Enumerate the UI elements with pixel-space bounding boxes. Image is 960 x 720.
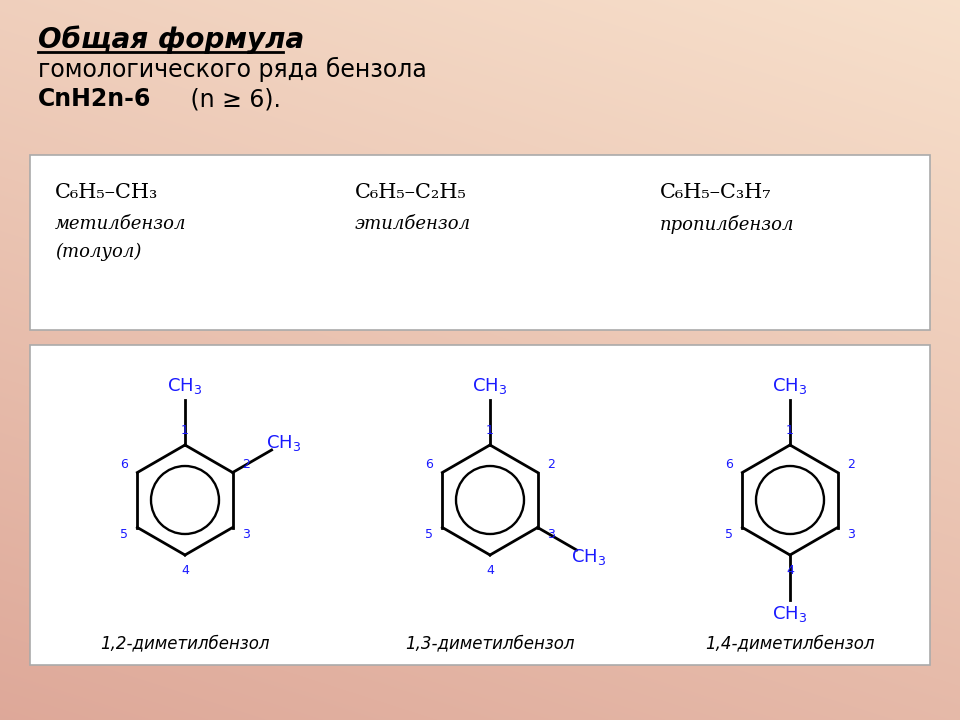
Text: 1: 1 (786, 423, 794, 436)
Text: CH$_3$: CH$_3$ (773, 376, 807, 396)
Text: CH$_3$: CH$_3$ (571, 547, 607, 567)
Text: 2: 2 (546, 459, 555, 472)
Text: этилбензол: этилбензол (355, 215, 471, 233)
Text: 4: 4 (486, 564, 494, 577)
Text: 3: 3 (242, 528, 250, 541)
Text: 2: 2 (847, 459, 854, 472)
Text: (толуол): (толуол) (55, 243, 141, 261)
Text: 5: 5 (726, 528, 733, 541)
Text: 2: 2 (242, 459, 250, 472)
Bar (30, 345, 930, 665)
Text: 4: 4 (181, 564, 189, 577)
Text: 1,2-диметилбензол: 1,2-диметилбензол (100, 634, 270, 652)
Text: 3: 3 (546, 528, 555, 541)
Text: 4: 4 (786, 564, 794, 577)
Text: Общая формула: Общая формула (38, 25, 304, 53)
Text: CH$_3$: CH$_3$ (266, 433, 301, 453)
Text: гомологического ряда бензола: гомологического ряда бензола (38, 57, 427, 82)
Text: C₆H₅–CH₃: C₆H₅–CH₃ (55, 183, 158, 202)
Text: 1,4-диметилбензол: 1,4-диметилбензол (706, 634, 875, 652)
Text: метилбензол: метилбензол (55, 215, 186, 233)
Text: CH$_3$: CH$_3$ (472, 376, 508, 396)
Text: 6: 6 (120, 459, 129, 472)
Bar (30, 155, 930, 330)
Text: CH$_3$: CH$_3$ (167, 376, 203, 396)
Text: 6: 6 (726, 459, 733, 472)
Text: 1,3-диметилбензол: 1,3-диметилбензол (405, 634, 575, 652)
Text: пропилбензол: пропилбензол (660, 215, 795, 234)
Text: 6: 6 (425, 459, 433, 472)
Text: CH$_3$: CH$_3$ (773, 604, 807, 624)
Text: 1: 1 (486, 423, 494, 436)
Text: C₆H₅–C₃H₇: C₆H₅–C₃H₇ (660, 183, 772, 202)
Text: 5: 5 (425, 528, 433, 541)
Text: C₆H₅–C₂H₅: C₆H₅–C₂H₅ (355, 183, 467, 202)
Text: 1: 1 (181, 423, 189, 436)
Text: (n ≥ 6).: (n ≥ 6). (183, 87, 281, 111)
Text: 5: 5 (120, 528, 129, 541)
Text: 3: 3 (847, 528, 854, 541)
Text: CnH2n-6: CnH2n-6 (38, 87, 152, 111)
